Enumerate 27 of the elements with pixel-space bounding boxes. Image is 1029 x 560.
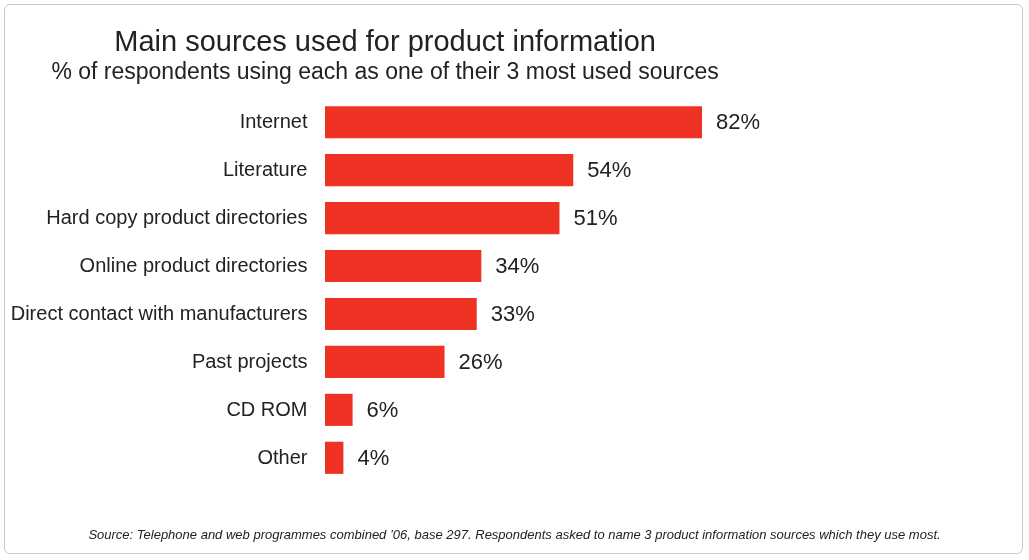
data-label: 33% — [490, 300, 535, 326]
bar — [325, 441, 344, 474]
bar — [325, 393, 353, 426]
bar — [325, 249, 482, 283]
data-label: 82% — [716, 109, 761, 135]
data-label: 26% — [458, 348, 503, 374]
chart-subtitle: % of respondents using each as one of their 3 most used sources — [51, 58, 719, 84]
data-label: 6% — [366, 396, 399, 422]
data-label: 34% — [495, 253, 540, 279]
y-tick-label: Direct contact with manufacturers — [10, 301, 308, 324]
bar — [325, 154, 574, 187]
data-label: 51% — [573, 205, 618, 231]
bar — [325, 202, 560, 235]
bar — [325, 345, 445, 378]
y-tick-label: Online product directories — [79, 254, 308, 277]
y-tick-label: Other — [257, 445, 308, 468]
bar — [325, 297, 477, 331]
y-tick-label: Literature — [223, 158, 308, 181]
y-tick-label: Hard copy product directories — [46, 206, 308, 229]
bar — [325, 106, 702, 139]
chart-title: Main sources used for product information — [114, 25, 656, 57]
y-tick-label: Internet — [239, 110, 308, 133]
source-note: Source: Telephone and web programmes combined ’06, base 297. Respondents asked to name 3 product information sources which they use most. — [87, 527, 942, 542]
data-label: 4% — [357, 444, 390, 470]
y-tick-label: Past projects — [191, 349, 308, 372]
y-tick-label: CD ROM — [226, 397, 308, 420]
data-label: 54% — [587, 157, 632, 183]
